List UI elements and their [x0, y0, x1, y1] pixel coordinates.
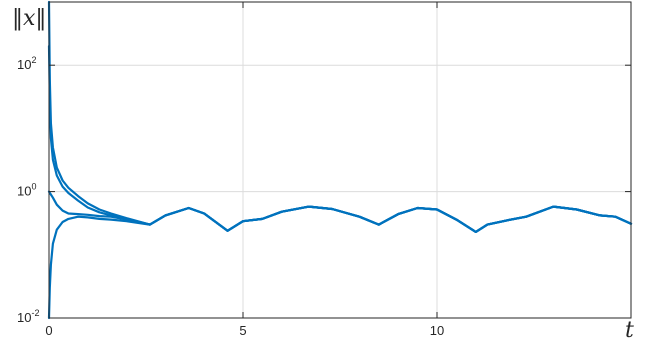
x-tick-label: 5 — [239, 323, 246, 338]
series-lines — [47, 0, 633, 320]
x-tick-label: 10 — [430, 323, 444, 338]
axes-box — [48, 1, 632, 319]
y-axis-label: ‖x‖ — [12, 6, 46, 31]
y-tick-label: 100 — [17, 182, 36, 199]
y-tick-label: 102 — [17, 55, 36, 72]
axis-ticks — [48, 2, 631, 319]
series-line-4 — [47, 205, 633, 320]
y-tick-label: 10-2 — [17, 308, 39, 325]
x-tick-label: 0 — [45, 323, 52, 338]
tick-labels: 0 5 10 10-2 100 102 — [17, 55, 444, 338]
x-axis-label: t — [625, 318, 634, 343]
